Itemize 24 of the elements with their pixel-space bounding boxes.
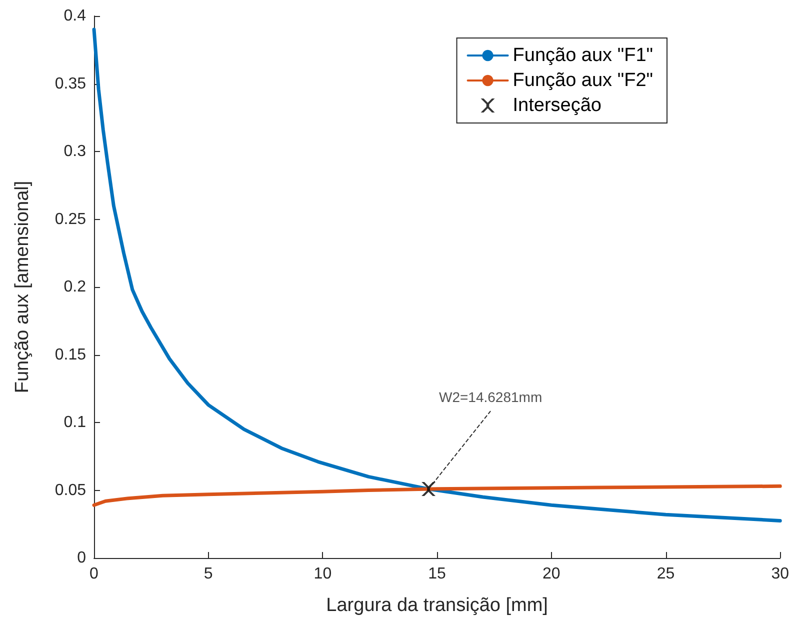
- x-tick-label: 30: [771, 566, 790, 582]
- y-tick-label: 0.4: [64, 8, 86, 24]
- y-tick-label: 0.15: [54, 346, 86, 364]
- x-tick-label: 15: [428, 566, 446, 582]
- y-tick-label: 0.25: [54, 210, 86, 228]
- y-axis-title: Função aux [amensional]: [12, 180, 33, 394]
- y-tick-label: 0.2: [64, 278, 86, 296]
- x-tick-label: 0: [90, 566, 99, 582]
- x-tick-label: 20: [542, 566, 560, 582]
- y-tick-label: 0.3: [64, 143, 86, 160]
- y-tick-label: 0.05: [54, 482, 86, 499]
- x-tick-label: 25: [656, 566, 675, 582]
- line-series: [92, 28, 782, 522]
- y-tick-label: 0.1: [64, 414, 86, 431]
- y-tick-label: 0.35: [54, 75, 86, 92]
- legend-label: Interseção: [512, 95, 602, 116]
- legend-label: Função aux "F1": [512, 45, 654, 66]
- x-tick-label: 10: [314, 566, 332, 582]
- x-axis-title: Largura da transição [mm]: [326, 595, 548, 616]
- annotation: W2=14.6281mm: [438, 389, 542, 406]
- y-tick-label: 0: [77, 550, 86, 566]
- line-series: [92, 484, 782, 507]
- x-tick-label: 5: [204, 566, 213, 582]
- legend-label: Função aux "F2": [512, 70, 654, 91]
